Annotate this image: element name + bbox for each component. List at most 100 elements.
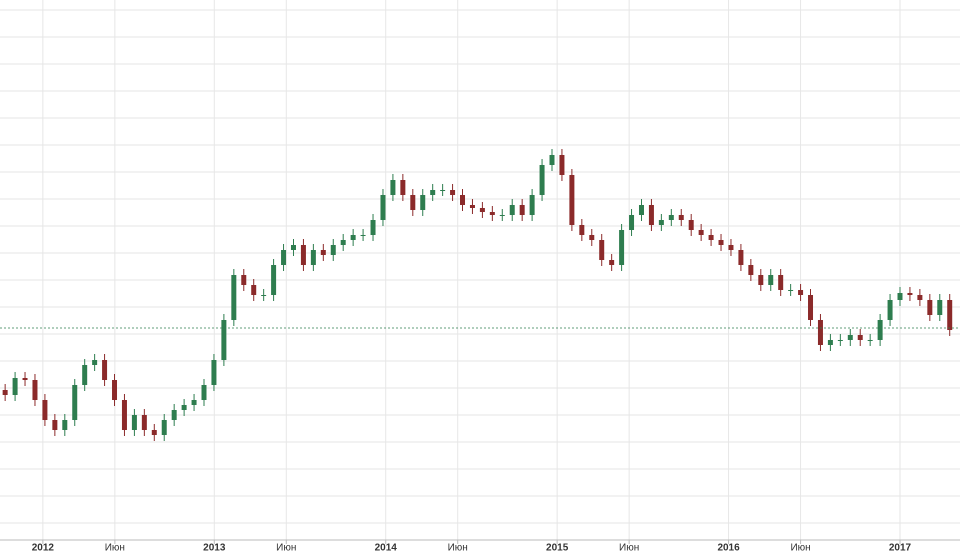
- candle-body: [738, 250, 744, 265]
- candle-body: [340, 240, 346, 245]
- candle-body: [251, 285, 257, 295]
- candle-body: [469, 205, 475, 208]
- candle-body: [808, 295, 814, 320]
- x-tick-label: 2015: [546, 543, 569, 554]
- candle-body: [817, 320, 823, 345]
- candle-body: [430, 190, 436, 195]
- candle-body: [201, 385, 207, 400]
- candle-body: [290, 245, 296, 250]
- candle-body: [450, 190, 456, 195]
- candle-body: [271, 265, 277, 295]
- x-tick-label: 2017: [889, 543, 912, 554]
- candle-body: [360, 235, 366, 236]
- candle-body: [758, 275, 764, 285]
- candle-body: [151, 430, 157, 435]
- candle-body: [768, 275, 774, 285]
- candle-body: [788, 290, 794, 291]
- candle-body: [499, 215, 505, 216]
- candle-body: [121, 400, 127, 430]
- candle-body: [837, 340, 843, 341]
- candle-body: [718, 240, 724, 245]
- candle-body: [917, 295, 923, 300]
- candle-body: [479, 208, 485, 212]
- candle-body: [460, 195, 466, 205]
- candle-body: [102, 360, 108, 380]
- x-tick-label: 2013: [203, 543, 226, 554]
- candle-body: [778, 275, 784, 290]
- candle-body: [668, 215, 674, 220]
- candle-body: [698, 230, 704, 235]
- x-tick-label: 2016: [717, 543, 740, 554]
- candle-body: [678, 215, 684, 220]
- candle-body: [440, 190, 446, 191]
- candle-body: [400, 180, 406, 195]
- candle-body: [191, 400, 197, 405]
- candle-body: [420, 195, 426, 210]
- candle-body: [62, 420, 68, 430]
- candle-body: [12, 378, 18, 395]
- candle-body: [847, 335, 853, 340]
- candle-body: [887, 300, 893, 320]
- candle-body: [489, 212, 495, 215]
- candle-body: [947, 300, 953, 330]
- candle-body: [310, 250, 316, 265]
- candle-body: [82, 365, 88, 385]
- candle-body: [728, 245, 734, 250]
- candle-body: [559, 155, 565, 175]
- candle-body: [390, 180, 396, 195]
- x-tick-label: Июн: [790, 543, 810, 554]
- candle-body: [281, 250, 287, 265]
- candle-body: [300, 245, 306, 265]
- candle-body: [181, 405, 187, 410]
- candle-body: [410, 195, 416, 210]
- candle-body: [549, 155, 555, 165]
- x-tick-label: Июн: [276, 543, 296, 554]
- candle-body: [380, 195, 386, 220]
- candle-body: [211, 360, 217, 385]
- candle-body: [2, 390, 8, 395]
- candle-body: [32, 380, 38, 400]
- candle-body: [261, 295, 267, 296]
- x-tick-label: Июн: [448, 543, 468, 554]
- candle-body: [658, 220, 664, 225]
- candle-body: [529, 195, 535, 215]
- x-tick-label: 2012: [32, 543, 55, 554]
- candle-body: [599, 240, 605, 260]
- candle-body: [708, 235, 714, 240]
- candle-body: [748, 265, 754, 275]
- candle-body: [927, 300, 933, 315]
- candle-body: [907, 293, 913, 295]
- candle-body: [370, 220, 376, 235]
- candle-body: [688, 220, 694, 230]
- candle-body: [569, 175, 575, 225]
- candle-body: [857, 335, 863, 340]
- candle-body: [648, 205, 654, 225]
- candle-body: [141, 415, 147, 430]
- candle-body: [798, 290, 804, 295]
- candle-body: [519, 205, 525, 215]
- candle-body: [92, 360, 98, 365]
- candle-body: [231, 275, 237, 320]
- candle-body: [539, 165, 545, 195]
- candle-body: [629, 215, 635, 230]
- candle-body: [72, 385, 78, 420]
- candle-body: [509, 205, 515, 215]
- candle-body: [897, 293, 903, 300]
- candle-body: [112, 380, 118, 400]
- candle-body: [609, 260, 615, 265]
- candle-body: [330, 245, 336, 255]
- candle-body: [638, 205, 644, 215]
- candle-body: [877, 320, 883, 340]
- candle-body: [161, 420, 167, 435]
- candle-body: [350, 235, 356, 240]
- candle-body: [221, 320, 227, 360]
- candle-body: [171, 410, 177, 420]
- candle-body: [589, 235, 595, 240]
- candle-body: [937, 300, 943, 315]
- candle-body: [42, 400, 48, 420]
- candle-body: [619, 230, 625, 265]
- x-tick-label: Июн: [619, 543, 639, 554]
- candle-body: [131, 415, 137, 430]
